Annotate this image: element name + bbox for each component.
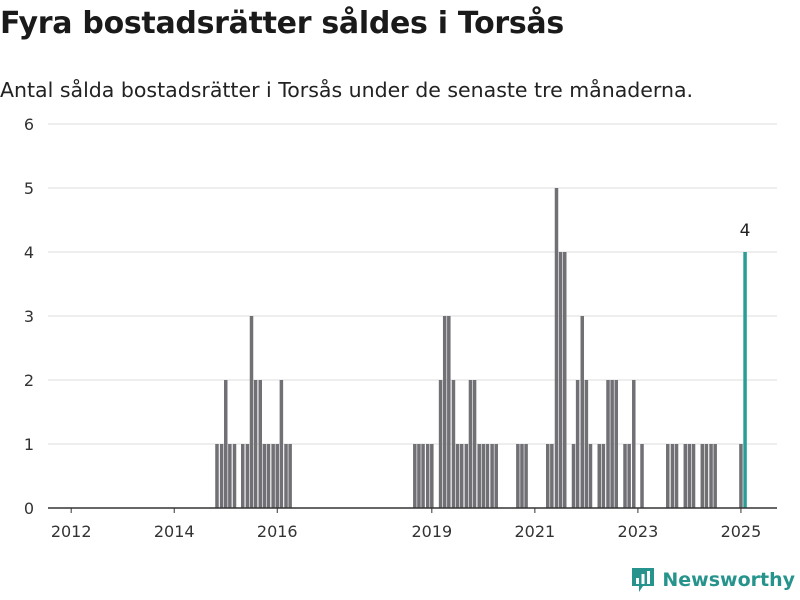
bar — [524, 444, 528, 508]
y-tick-label: 1 — [24, 435, 34, 454]
newsworthy-logo: Newsworthy — [630, 566, 795, 594]
bar — [575, 380, 580, 508]
bar — [606, 380, 610, 508]
bar — [253, 380, 258, 508]
bar — [610, 380, 614, 508]
bar — [279, 380, 284, 508]
y-tick-label: 5 — [24, 179, 34, 198]
bar — [421, 444, 425, 508]
bar — [288, 444, 292, 508]
bar — [713, 444, 717, 508]
bar — [455, 444, 460, 508]
bar — [417, 444, 421, 508]
y-axis-labels: 0 1 2 3 4 5 6 — [24, 115, 34, 518]
bar — [601, 444, 606, 508]
bar — [481, 444, 486, 508]
bar — [683, 444, 688, 508]
bar — [430, 444, 434, 508]
bar — [700, 444, 705, 508]
bar — [691, 444, 696, 508]
bar — [477, 444, 481, 508]
bar — [240, 444, 245, 508]
bar — [472, 380, 477, 508]
y-tick-label: 3 — [24, 307, 34, 326]
x-tick-label: 2019 — [411, 522, 452, 541]
bar — [228, 444, 232, 508]
bar — [704, 444, 709, 508]
bar — [545, 444, 550, 508]
bar — [571, 444, 576, 508]
bar — [627, 444, 631, 508]
bar — [459, 444, 464, 508]
bar — [245, 444, 250, 508]
bar — [588, 444, 593, 508]
bar — [494, 444, 498, 508]
bar — [640, 444, 644, 508]
data-label: 4 — [740, 221, 751, 241]
x-tick-label: 2023 — [618, 522, 659, 541]
highlight-bar — [743, 252, 747, 508]
bar — [468, 380, 473, 508]
bar — [451, 380, 456, 508]
bar — [266, 444, 271, 508]
bar — [271, 444, 275, 508]
bar — [438, 380, 443, 508]
y-tick-label: 4 — [24, 243, 34, 262]
chart-subtitle: Antal sålda bostadsrätter i Torsås under… — [0, 78, 694, 102]
bar — [284, 444, 288, 508]
bar — [464, 444, 469, 508]
bar — [550, 444, 554, 508]
newsworthy-logo-icon — [632, 568, 655, 592]
bar — [614, 380, 619, 508]
bar — [215, 444, 219, 508]
bar — [580, 316, 585, 508]
bar — [258, 380, 263, 508]
x-tick-label: 2025 — [721, 522, 762, 541]
x-tick-label: 2021 — [514, 522, 555, 541]
bar — [674, 444, 679, 508]
grid-lines — [48, 123, 777, 445]
bar — [485, 444, 490, 508]
bar — [223, 380, 228, 508]
y-tick-label: 6 — [24, 115, 34, 134]
bar — [249, 316, 254, 508]
bar — [558, 252, 563, 508]
bar — [275, 444, 280, 508]
bar — [520, 444, 524, 508]
bar — [632, 380, 636, 508]
x-tick-label: 2012 — [51, 522, 92, 541]
brand-name: Newsworthy — [662, 569, 795, 591]
bar — [413, 444, 417, 508]
bar — [597, 444, 602, 508]
x-axis: 2012 2014 2016 2019 2021 2023 2025 — [48, 507, 777, 541]
bar — [232, 444, 237, 508]
bar — [516, 444, 520, 508]
bar — [425, 444, 430, 508]
bar — [219, 444, 224, 508]
chart-title: Fyra bostadsrätter såldes i Torsås — [0, 6, 564, 41]
bar — [562, 252, 567, 508]
bar — [709, 444, 713, 508]
y-tick-label: 0 — [24, 499, 34, 518]
x-tick-label: 2014 — [154, 522, 195, 541]
bar — [262, 444, 267, 508]
bar — [687, 444, 692, 508]
x-tick-label: 2016 — [257, 522, 298, 541]
bar — [554, 188, 559, 508]
y-tick-label: 2 — [24, 371, 34, 390]
bar — [447, 316, 451, 508]
data-labels: 4 — [740, 221, 751, 241]
bar — [666, 444, 670, 508]
bar — [670, 444, 675, 508]
bar — [739, 444, 743, 508]
bar-series — [215, 188, 747, 508]
bar — [490, 444, 494, 508]
bar — [584, 380, 589, 508]
bar — [442, 316, 447, 508]
bar — [623, 444, 627, 508]
